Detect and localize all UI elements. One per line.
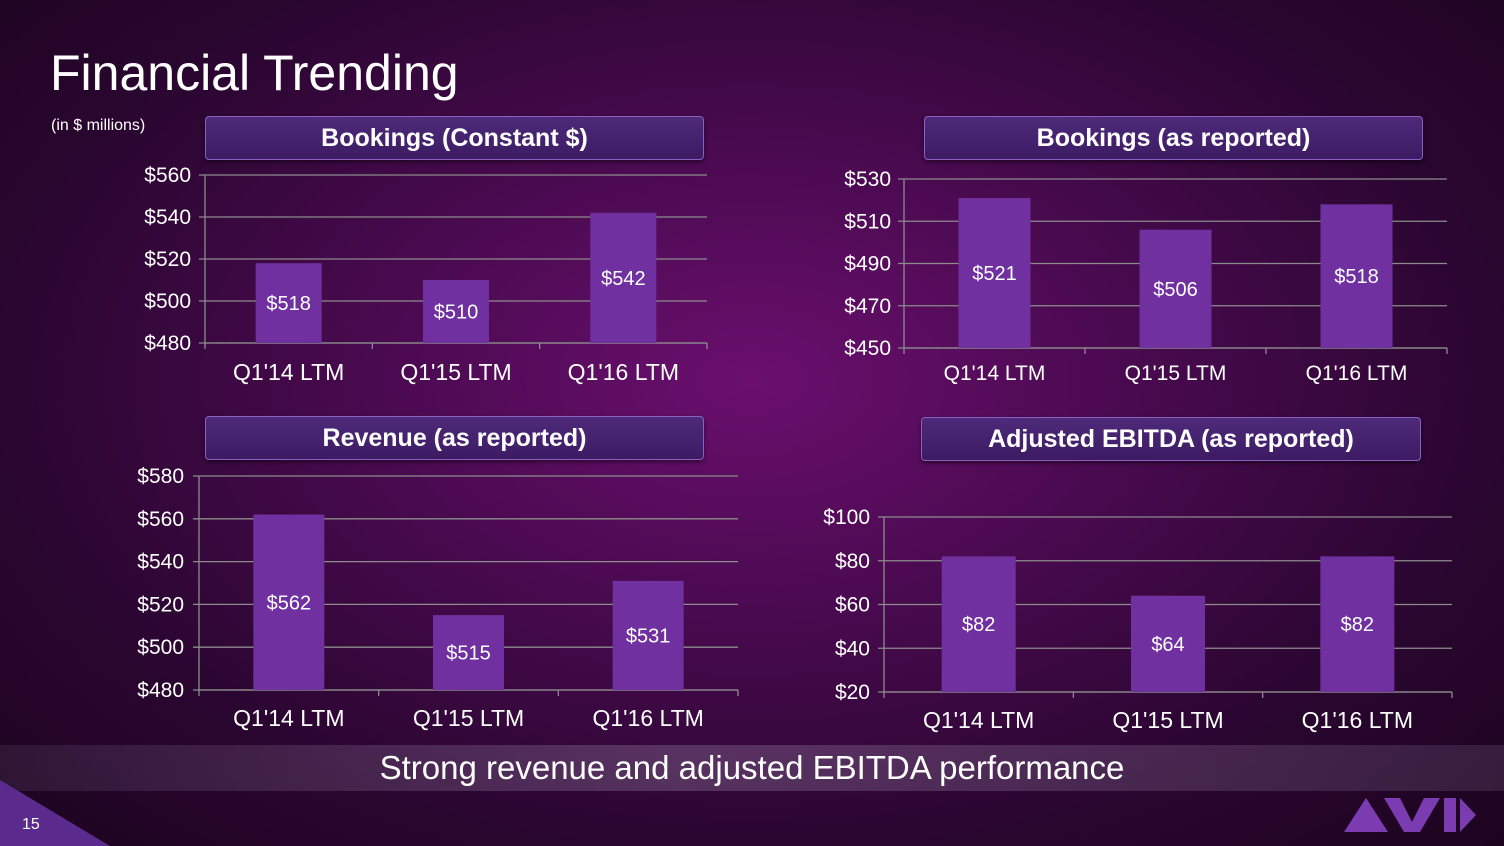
y-tick-label-revenue-reported: $480: [137, 679, 184, 702]
data-label-revenue-reported: $562: [267, 592, 312, 614]
x-tick-label-bookings-reported: Q1'16 LTM: [1306, 362, 1408, 385]
data-label-bookings-constant: $510: [434, 302, 479, 324]
data-label-revenue-reported: $515: [446, 643, 491, 665]
data-label-adjusted-ebitda: $82: [962, 614, 995, 636]
data-label-bookings-reported: $518: [1334, 266, 1379, 288]
y-tick-label-bookings-constant: $540: [144, 206, 191, 229]
data-label-adjusted-ebitda: $64: [1151, 634, 1184, 656]
bar-bookings-reported: [1139, 229, 1212, 348]
data-label-bookings-constant: $518: [266, 293, 311, 315]
y-tick-label-revenue-reported: $560: [137, 508, 184, 531]
data-label-bookings-constant: $542: [601, 268, 646, 290]
chart-title-revenue-reported: Revenue (as reported): [205, 416, 704, 460]
x-tick-label-adjusted-ebitda: Q1'14 LTM: [923, 707, 1034, 733]
bar-adjusted-ebitda: [1131, 595, 1205, 692]
x-tick-label-revenue-reported: Q1'14 LTM: [233, 705, 344, 731]
y-tick-label-revenue-reported: $500: [137, 636, 184, 659]
bar-bookings-constant: [423, 280, 489, 343]
bar-bookings-constant: [590, 212, 657, 343]
data-label-adjusted-ebitda: $82: [1341, 614, 1374, 636]
page-number: 15: [22, 816, 40, 833]
x-tick-label-revenue-reported: Q1'16 LTM: [592, 705, 703, 731]
y-tick-label-adjusted-ebitda: $80: [835, 550, 870, 573]
y-tick-label-adjusted-ebitda: $60: [835, 594, 870, 617]
y-tick-label-bookings-constant: $520: [144, 248, 191, 271]
chart-title-bookings-reported: Bookings (as reported): [924, 116, 1423, 160]
x-tick-label-adjusted-ebitda: Q1'16 LTM: [1302, 707, 1413, 733]
y-tick-label-revenue-reported: $520: [137, 593, 184, 616]
bar-adjusted-ebitda: [941, 556, 1016, 692]
y-tick-label-bookings-reported: $510: [844, 210, 891, 233]
y-tick-label-bookings-reported: $450: [844, 337, 891, 360]
y-tick-label-adjusted-ebitda: $20: [835, 681, 870, 704]
summary-banner: Strong revenue and adjusted EBITDA perfo…: [0, 745, 1504, 791]
y-tick-label-bookings-constant: $560: [144, 164, 191, 187]
data-label-bookings-reported: $506: [1153, 279, 1198, 301]
y-tick-label-bookings-constant: $500: [144, 290, 191, 313]
chart-title-adjusted-ebitda: Adjusted EBITDA (as reported): [921, 417, 1421, 461]
avid-logo-icon: [1344, 798, 1476, 832]
chart-title-bookings-constant: Bookings (Constant $): [205, 116, 704, 160]
bar-bookings-reported: [1320, 204, 1393, 348]
bar-revenue-reported: [612, 580, 684, 690]
x-tick-label-bookings-constant: Q1'16 LTM: [568, 359, 679, 385]
bar-bookings-reported: [958, 198, 1031, 348]
x-tick-label-adjusted-ebitda: Q1'15 LTM: [1112, 707, 1223, 733]
page-corner-accent: [0, 780, 110, 846]
y-tick-label-bookings-constant: $480: [144, 332, 191, 355]
x-tick-label-bookings-reported: Q1'14 LTM: [944, 362, 1046, 385]
y-tick-label-bookings-reported: $490: [844, 253, 891, 276]
data-label-revenue-reported: $531: [626, 625, 671, 647]
units-note: (in $ millions): [51, 117, 146, 134]
bar-revenue-reported: [253, 514, 325, 690]
bar-bookings-constant: [255, 263, 322, 343]
slide-title: Financial Trending: [50, 45, 459, 101]
y-tick-label-revenue-reported: $580: [137, 465, 184, 488]
x-tick-label-revenue-reported: Q1'15 LTM: [413, 705, 524, 731]
data-label-bookings-reported: $521: [972, 263, 1017, 285]
y-tick-label-adjusted-ebitda: $40: [835, 637, 870, 660]
y-tick-label-bookings-reported: $530: [844, 168, 891, 191]
bar-revenue-reported: [433, 615, 504, 690]
y-tick-label-bookings-reported: $470: [844, 295, 891, 318]
y-tick-label-revenue-reported: $540: [137, 551, 184, 574]
x-tick-label-bookings-constant: Q1'14 LTM: [233, 359, 344, 385]
bar-adjusted-ebitda: [1320, 556, 1395, 692]
x-tick-label-bookings-reported: Q1'15 LTM: [1125, 362, 1227, 385]
x-tick-label-bookings-constant: Q1'15 LTM: [400, 359, 511, 385]
y-tick-label-adjusted-ebitda: $100: [823, 506, 870, 529]
